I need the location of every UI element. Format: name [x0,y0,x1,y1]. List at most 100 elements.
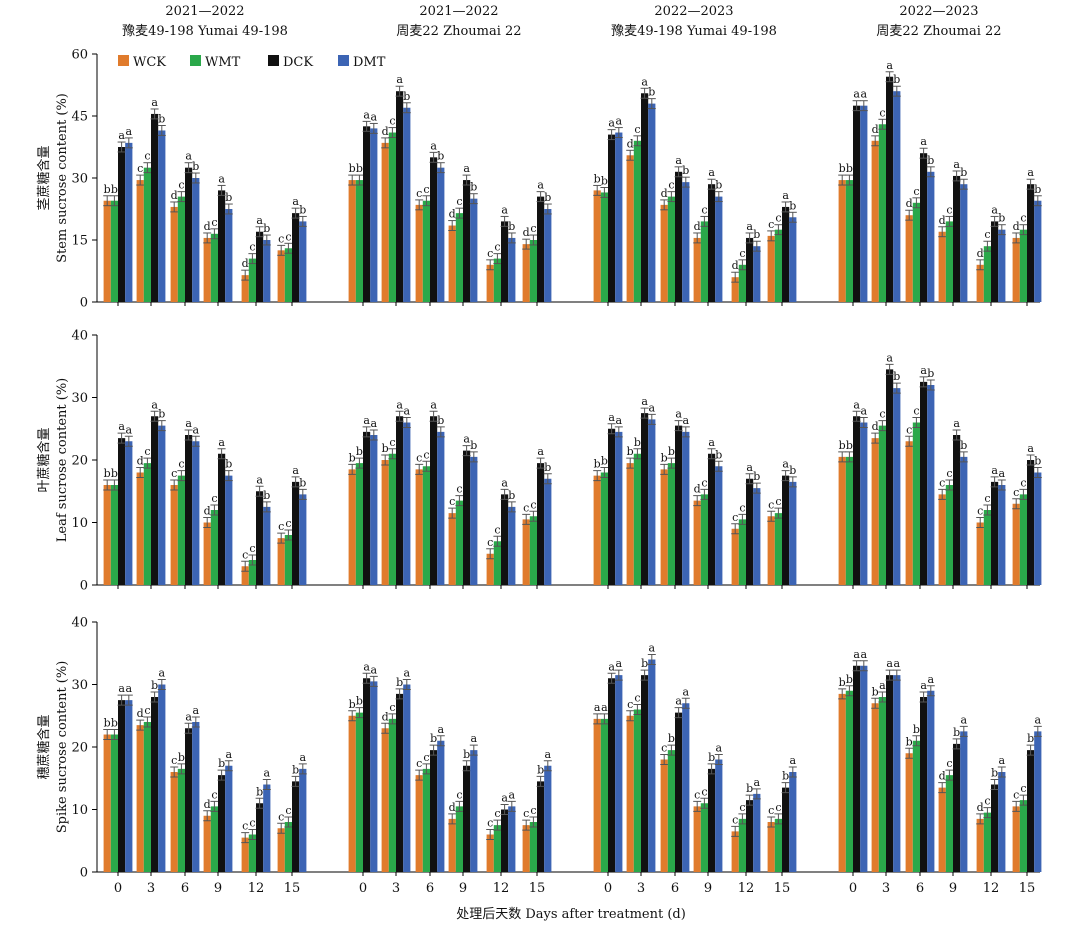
bar-wmt [248,258,256,302]
significance-letter: c [1013,486,1019,499]
bar-dmt [682,431,690,585]
bar-wck [415,469,423,585]
significance-letter: a [256,473,263,486]
significance-letter: b [627,445,634,458]
bar-dck [363,678,371,872]
bar-dck [708,768,716,872]
significance-letter: b [634,436,641,449]
bar-wmt [248,560,256,585]
y-axis-label-cn: 穗蔗糖含量 [36,714,52,779]
bar-dmt [125,700,133,872]
bar-wck [838,180,846,302]
bar-dmt [370,435,378,585]
bar-wck [486,553,494,585]
bar-wck [626,715,634,872]
bar-dmt [263,240,271,302]
y-tick-label: 30 [71,391,88,406]
significance-letter: c [423,183,429,196]
x-tick-label: 12 [493,881,510,896]
significance-letter: b [192,160,199,173]
bar-wmt [845,180,853,302]
bar-wmt [912,202,920,302]
bar-wck [277,250,285,302]
bar-wck [871,703,879,872]
bar-dmt [1034,731,1042,872]
bar-wmt [388,718,396,872]
significance-letter: a [991,464,998,477]
significance-letter: b [668,732,675,745]
bar-dmt [263,784,271,872]
significance-letter: a [649,642,656,655]
bar-dck [953,743,961,872]
significance-letter: a [118,682,125,695]
significance-letter: d [732,259,739,272]
significance-letter: a [1027,166,1034,179]
bar-dck [292,213,300,302]
significance-letter: c [977,505,983,518]
significance-letter: a [861,648,868,661]
bar-wmt [633,453,641,585]
significance-letter: a [292,464,299,477]
bar-dck [463,180,471,302]
bar-dck [782,787,790,872]
bar-dck [118,438,126,585]
bar-wmt [455,806,463,872]
bar-wmt [493,825,501,872]
bar-dck [185,728,193,872]
bar-dmt [615,675,623,872]
bar-wmt [284,248,292,302]
bar-dck [886,76,894,302]
significance-letter: b [594,458,601,471]
bar-wck [838,693,846,872]
significance-letter: b [292,763,299,776]
significance-letter: c [530,804,536,817]
bar-wmt [912,740,920,872]
significance-letter: a [463,162,470,175]
significance-letter: c [530,498,536,511]
significance-letter: c [523,807,529,820]
bar-wck [522,244,530,302]
bar-dmt [263,506,271,585]
significance-letter: b [403,90,410,103]
bar-wmt [493,258,501,302]
significance-letter: a [226,748,233,761]
significance-letter: a [886,59,893,72]
significance-letter: a [537,445,544,458]
significance-letter: c [171,754,177,767]
significance-letter: b [256,785,263,798]
significance-letter: b [111,467,118,480]
significance-letter: a [396,398,403,411]
column-header-year: 2022—2023 [654,4,733,19]
x-tick-label: 0 [359,881,367,896]
bar-dmt [648,419,656,585]
bar-wmt [600,192,608,302]
bar-wmt [667,463,675,585]
significance-letter: b [356,445,363,458]
significance-letter: b [356,695,363,708]
significance-letter: c [487,536,493,549]
significance-letter: c [879,408,885,421]
bar-dmt [470,750,478,872]
significance-letter: a [853,398,860,411]
significance-letter: c [634,692,640,705]
bar-dmt [225,209,233,302]
significance-letter: c [739,801,745,814]
significance-letter: a [371,663,378,676]
bar-dmt [225,475,233,585]
bar-dmt [648,659,656,872]
bar-dck [608,134,616,302]
bar-dmt [753,793,761,872]
significance-letter: a [999,754,1006,767]
significance-letter: d [977,247,984,260]
significance-letter: a [716,742,723,755]
significance-letter: d [906,197,913,210]
bar-wmt [210,806,218,872]
significance-letter: c [984,795,990,808]
bar-dmt [960,184,968,302]
significance-letter: d [694,220,701,233]
significance-letter: b [839,676,846,689]
significance-letter: c [416,451,422,464]
x-tick-label: 6 [181,881,189,896]
significance-letter: b [991,767,998,780]
